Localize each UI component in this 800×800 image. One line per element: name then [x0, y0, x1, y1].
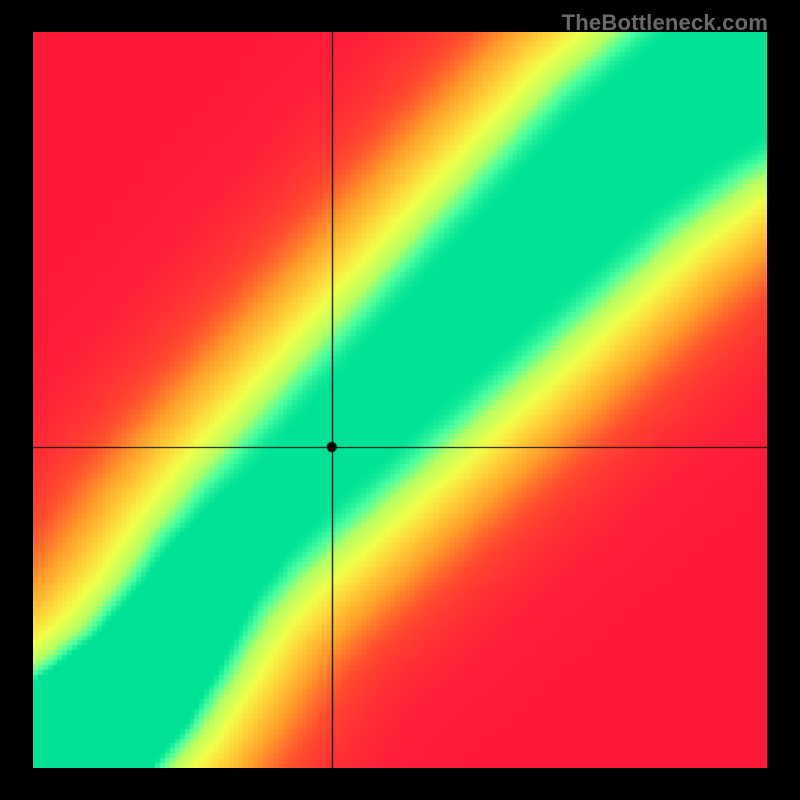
heatmap-canvas [33, 32, 767, 768]
chart-frame: TheBottleneck.com [0, 0, 800, 800]
watermark-label: TheBottleneck.com [562, 10, 768, 36]
